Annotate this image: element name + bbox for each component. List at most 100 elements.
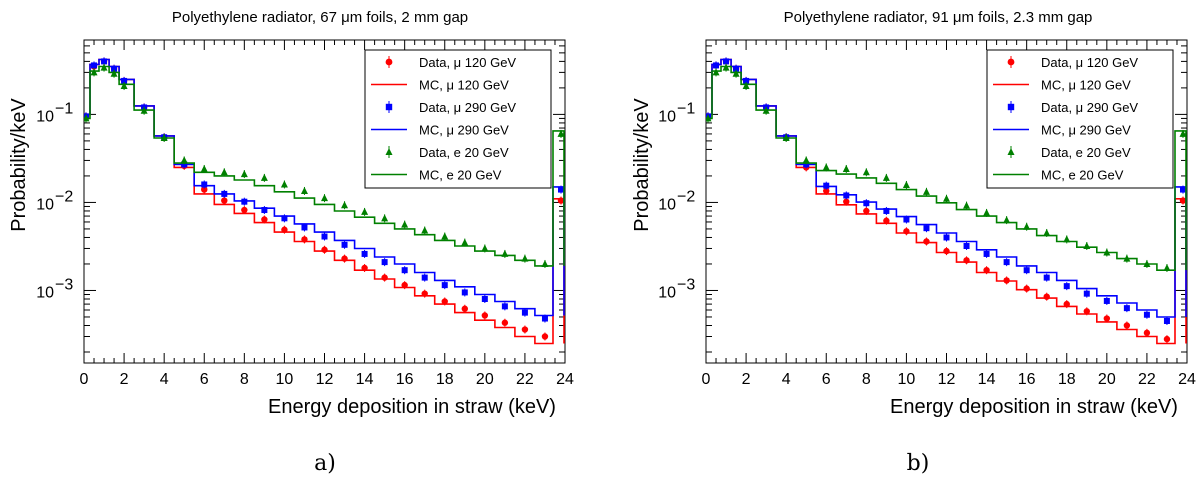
data-point (220, 168, 228, 176)
data-point (381, 214, 389, 222)
y-tick-base: 10 (658, 196, 676, 213)
data-point (180, 156, 188, 164)
data-point (1179, 186, 1186, 193)
y-axis: 10−110−210−3 (658, 45, 1187, 353)
data-point (461, 305, 468, 312)
data-point (902, 180, 910, 188)
data-point (822, 163, 830, 171)
panel-label: a) (314, 451, 336, 476)
x-tick-label: 18 (436, 371, 454, 388)
y-tick-base: 10 (36, 284, 54, 301)
legend-marker (1007, 148, 1015, 155)
legend-label: MC, μ 290 GeV (419, 123, 509, 138)
data-point (557, 129, 565, 137)
data-point (461, 238, 469, 246)
legend-box (364, 49, 552, 189)
legend-entry: MC, μ 290 GeV (371, 123, 509, 138)
y-tick-label: 10 −1 (658, 100, 695, 125)
y-axis-label: Probability/keV (631, 98, 653, 232)
x-tick-label: 12 (316, 371, 334, 388)
legend-label: Data, e 20 GeV (1041, 145, 1131, 160)
data-point (1123, 322, 1131, 329)
y-tick-label: 10 −2 (658, 188, 695, 213)
y-tick-label: 10 −1 (36, 100, 73, 125)
data-point (521, 309, 528, 316)
data-point (481, 312, 489, 319)
data-point (301, 224, 308, 231)
data-point (923, 225, 930, 232)
data-point (963, 201, 971, 209)
x-tick-label: 14 (356, 371, 374, 388)
x-tick-label: 2 (742, 371, 751, 388)
chart-panel-b: Polyethylene radiator, 91 μm foils, 2.3 … (631, 9, 1196, 476)
data-point (713, 62, 720, 69)
legend-entry: MC, e 20 GeV (371, 168, 502, 183)
data-point (1003, 216, 1011, 224)
data-point (201, 181, 208, 188)
x-tick-label: 12 (938, 371, 956, 388)
x-tick-label: 24 (556, 371, 574, 388)
data-point (381, 259, 388, 266)
x-tick-label: 8 (862, 371, 871, 388)
data-point (260, 173, 268, 181)
legend-entry: Data, μ 120 GeV (1007, 55, 1138, 70)
legend-entry: Data, μ 290 GeV (1007, 100, 1138, 115)
y-tick-base: 10 (658, 108, 676, 125)
x-tick-label: 8 (240, 371, 249, 388)
mc-step-line (706, 58, 1187, 318)
x-tick-label: 18 (1058, 371, 1076, 388)
legend-label: Data, e 20 GeV (419, 145, 509, 160)
data-point (1103, 315, 1111, 322)
data-point (541, 333, 549, 340)
data-point (281, 215, 288, 222)
y-tick-exponent: −3 (55, 276, 73, 293)
data-point (1023, 285, 1030, 292)
data-point (321, 233, 328, 240)
data-point (1163, 335, 1171, 343)
x-tick-label: 20 (1098, 371, 1116, 388)
data-point (733, 65, 740, 72)
data-point (421, 274, 428, 281)
data-point (241, 206, 248, 214)
data-point (743, 77, 750, 84)
x-axis-label: Energy deposition in straw (keV) (268, 396, 556, 418)
data-point (1083, 308, 1090, 315)
x-tick-label: 4 (160, 371, 169, 388)
data-point (802, 156, 810, 164)
x-axis: 0 2 4 6 8 10 12 14 16 18 20 22 24 (80, 40, 574, 388)
legend-label: Data, μ 290 GeV (1041, 100, 1138, 115)
y-tick-exponent: −2 (677, 188, 695, 205)
series-data-290-gev (706, 57, 1186, 325)
data-point (341, 201, 349, 209)
data-point (1083, 290, 1090, 297)
x-tick-label: 22 (1138, 371, 1156, 388)
x-tick-label: 16 (1018, 371, 1036, 388)
data-point (501, 319, 509, 326)
x-axis: 0 2 4 6 8 10 12 14 16 18 20 22 24 (702, 40, 1196, 388)
data-point (823, 187, 830, 195)
data-point (1043, 293, 1050, 300)
data-point (943, 194, 950, 202)
data-point (1123, 305, 1130, 312)
data-point (441, 298, 448, 305)
legend-entry: MC, μ 120 GeV (993, 78, 1131, 93)
mc-step-line (84, 65, 565, 267)
data-point (1103, 297, 1110, 304)
series-mc-e-20-gev (706, 65, 1187, 271)
legend-entry: MC, μ 290 GeV (993, 123, 1131, 138)
legend-label: MC, e 20 GeV (419, 168, 502, 183)
data-point (1003, 259, 1010, 266)
y-tick-base: 10 (658, 284, 676, 301)
data-point (1163, 263, 1171, 271)
x-tick-label: 10 (276, 371, 294, 388)
data-point (261, 207, 268, 214)
data-point (441, 232, 449, 240)
data-point (221, 197, 228, 204)
data-point (321, 194, 328, 202)
legend-label: MC, μ 120 GeV (419, 78, 509, 93)
legend-entry: MC, μ 120 GeV (371, 78, 509, 93)
data-point (461, 289, 468, 296)
legend-label: Data, μ 120 GeV (419, 55, 516, 70)
y-tick-exponent: −1 (677, 100, 695, 117)
data-point (882, 173, 890, 181)
